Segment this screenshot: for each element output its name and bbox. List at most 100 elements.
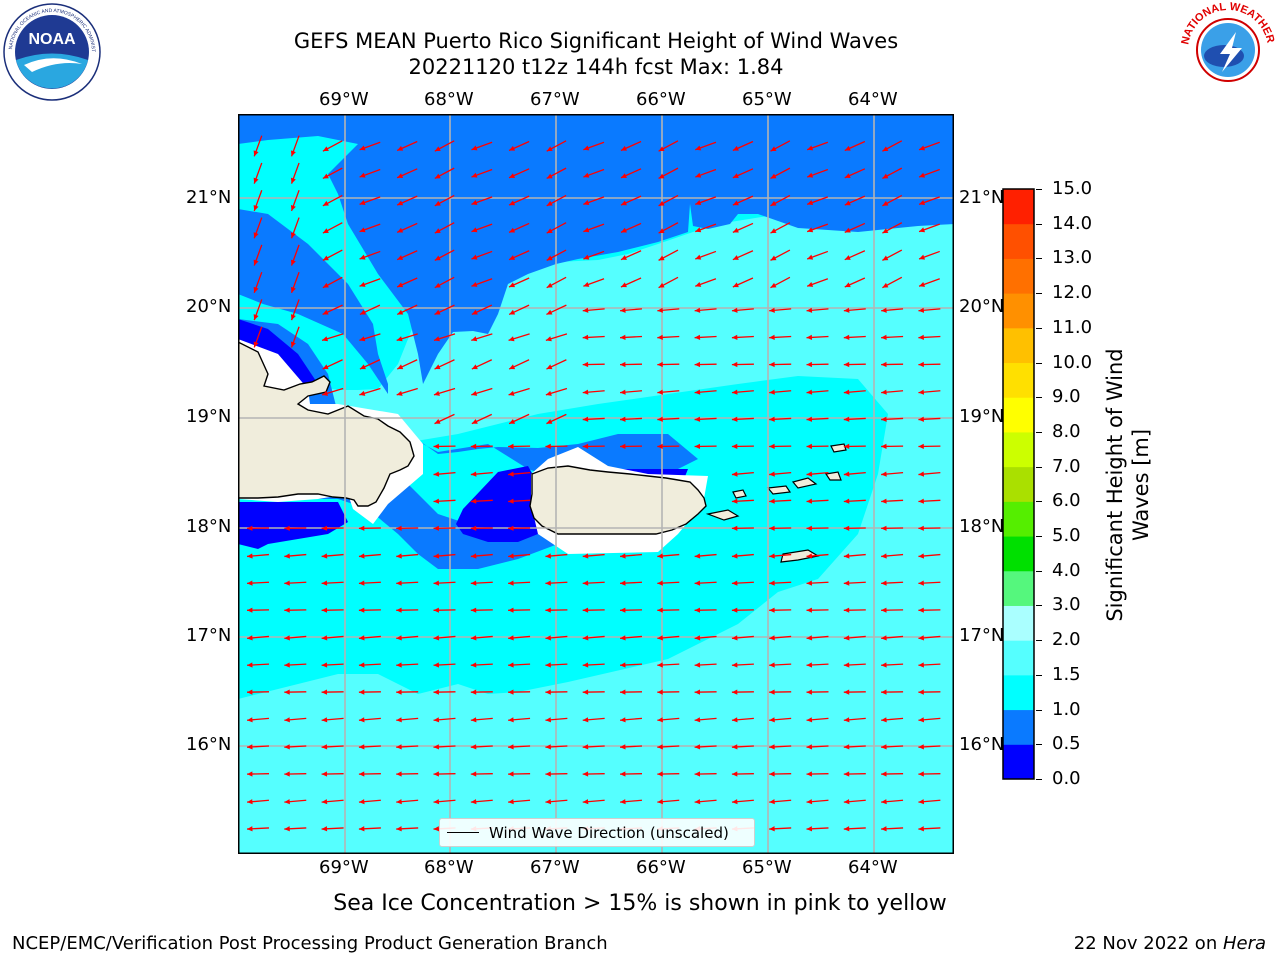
footer-left: NCEP/EMC/Verification Post Processing Pr…: [12, 933, 608, 954]
wind-wave-arrowhead: [321, 799, 328, 805]
lon-label-bottom: 66°W: [636, 857, 686, 878]
wind-wave-arrowhead: [806, 580, 813, 586]
wind-wave-arrowhead: [843, 826, 850, 832]
wind-wave-arrowhead: [582, 717, 589, 723]
wind-wave-arrowhead: [881, 525, 887, 531]
colorbar-segment: [1003, 189, 1034, 225]
wind-wave-arrowhead: [694, 799, 701, 805]
wind-wave-arrowhead: [695, 281, 702, 287]
wind-wave-arrowhead: [290, 150, 296, 157]
wind-wave-arrowhead: [881, 744, 887, 750]
wind-wave-arrowhead: [731, 635, 738, 641]
wind-wave-arrowhead: [582, 635, 589, 641]
wind-wave-arrowhead: [918, 689, 924, 695]
wind-wave-arrowhead: [247, 525, 253, 531]
lon-label-bottom: 67°W: [530, 857, 580, 878]
wind-wave-arrowhead: [545, 717, 552, 723]
wind-wave-arrowhead: [881, 826, 887, 832]
colorbar-tick-mark: [1036, 605, 1042, 607]
wind-wave-arrowhead: [508, 525, 514, 531]
wind-wave-arrowhead: [620, 553, 626, 559]
wind-wave-arrowhead: [396, 799, 402, 805]
wind-wave-arrowhead: [657, 443, 663, 450]
wind-wave-arrowhead: [882, 146, 889, 152]
wind-wave-arrowhead: [433, 553, 440, 559]
wind-wave-arrowhead: [843, 662, 850, 668]
wind-wave-arrowhead: [881, 389, 887, 395]
colorbar-tick-mark: [1036, 501, 1042, 503]
wind-wave-arrowhead: [918, 580, 924, 586]
wind-wave-arrowhead: [582, 689, 589, 695]
lon-label-top: 69°W: [319, 89, 369, 110]
wind-wave-arrowhead: [359, 227, 366, 233]
wind-wave-arrowhead: [806, 553, 813, 559]
wind-wave-arrowhead: [694, 744, 701, 750]
wind-wave-arrowhead: [358, 607, 365, 613]
wind-wave-arrowhead: [582, 361, 589, 368]
wind-wave-arrowhead: [321, 826, 328, 832]
wind-wave-arrowhead: [433, 471, 440, 477]
wind-wave-arrowhead: [290, 232, 296, 239]
wind-wave-arrowhead: [620, 744, 626, 750]
wind-wave-arrowhead: [434, 173, 441, 179]
wind-wave-arrowhead: [882, 200, 889, 206]
lat-label-right: 21°N: [959, 187, 1005, 208]
wind-wave-arrowhead: [359, 200, 366, 205]
chart-title-line1: GEFS MEAN Puerto Rico Significant Height…: [293, 29, 899, 53]
wind-wave-arrowhead: [284, 689, 290, 695]
wind-wave-arrowhead: [806, 443, 812, 450]
colorbar-tick-label: 7.0: [1052, 455, 1081, 477]
wind-wave-arrowhead: [807, 200, 814, 205]
wind-wave-arrowhead: [509, 145, 516, 151]
wind-wave-arrowhead: [582, 607, 589, 613]
colorbar-tick-label: 6.0: [1052, 490, 1081, 512]
lat-label-right: 19°N: [959, 406, 1005, 427]
wind-wave-arrowhead: [620, 282, 627, 288]
colorbar-segment: [1003, 223, 1034, 259]
wind-wave-arrowhead: [253, 341, 259, 348]
wind-wave-arrowhead: [433, 826, 440, 832]
wind-wave-arrowhead: [582, 580, 589, 586]
footer-date: 22 Nov 2022 on: [1073, 933, 1223, 954]
wind-wave-arrowhead: [396, 689, 402, 695]
wind-wave-arrowhead: [620, 443, 626, 450]
wind-wave-arrowhead: [290, 204, 296, 211]
wind-wave-arrowhead: [470, 799, 477, 805]
wind-wave-arrowhead: [545, 443, 551, 450]
wind-wave-arrowhead: [396, 717, 402, 723]
wind-wave-arrowhead: [844, 227, 851, 233]
wind-wave-arrowhead: [396, 553, 402, 559]
wind-wave-arrowhead: [620, 145, 627, 151]
legend-line-swatch: [447, 832, 479, 833]
wind-wave-arrowhead: [471, 419, 478, 424]
wind-wave-arrowhead: [807, 172, 814, 178]
wind-wave-arrowhead: [806, 525, 812, 531]
wind-wave-arrowhead: [253, 286, 259, 293]
wind-wave-arrowhead: [695, 254, 702, 260]
wind-wave-arrowhead: [769, 389, 775, 395]
wind-wave-arrowhead: [731, 361, 738, 368]
wind-wave-arrowhead: [470, 607, 477, 613]
wind-wave-arrowhead: [843, 717, 850, 723]
lon-label-top: 65°W: [742, 89, 792, 110]
wind-wave-arrowhead: [322, 173, 329, 179]
wind-wave-arrowhead: [620, 389, 626, 395]
wave-height-map: [238, 114, 954, 854]
wind-wave-arrowhead: [321, 662, 328, 668]
wind-wave-arrowhead: [919, 281, 926, 287]
hispaniola-land: [238, 341, 415, 507]
wind-wave-arrowhead: [620, 334, 626, 340]
wind-wave-arrowhead: [881, 416, 887, 422]
wind-wave-arrowhead: [582, 389, 589, 395]
lat-label-left: 16°N: [186, 734, 232, 755]
wind-wave-arrowhead: [247, 689, 253, 695]
wind-wave-arrowhead: [770, 228, 777, 234]
wind-wave-arrowhead: [694, 607, 701, 613]
wind-wave-arrowhead: [843, 799, 850, 805]
wind-wave-arrowhead: [918, 717, 925, 723]
wind-wave-arrowhead: [769, 662, 775, 668]
wind-wave-arrowhead: [882, 255, 889, 261]
wind-wave-arrowhead: [769, 771, 775, 777]
wind-wave-arrowhead: [247, 826, 253, 832]
wind-wave-arrowhead: [918, 416, 924, 422]
